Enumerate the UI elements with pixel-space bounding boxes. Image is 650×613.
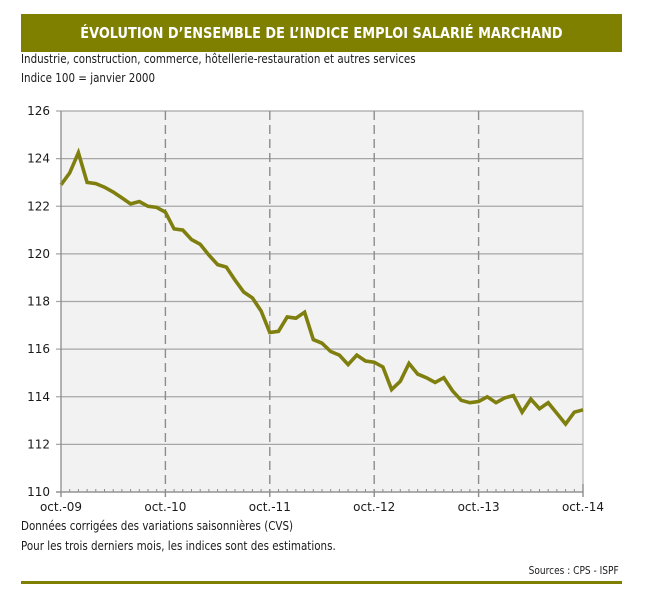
subtitle-base-index-text: Indice 100 = janvier 2000 [21,71,156,85]
y-tick-label: 116 [27,342,50,356]
y-axis-labels: 110 112 114 116 118 120 122 124 126 [27,104,50,499]
chart-title: ÉVOLUTION D’ENSEMBLE DE L’INDICE EMPLOI … [80,24,563,42]
x-tick-label: oct.-12 [353,500,395,514]
y-tick-label: 124 [27,152,50,166]
y-tick-label: 112 [27,437,50,451]
y-tick-label: 120 [27,247,50,261]
note-estimates-text: Pour les trois derniers mois, les indice… [21,539,336,553]
note-estimates: Pour les trois derniers mois, les indice… [21,539,387,553]
sources: Sources : CPS - ISPF [514,565,619,577]
y-tick-label: 126 [27,104,50,118]
x-tick-label: oct.-14 [562,500,604,514]
x-tick-label: oct.-13 [458,500,500,514]
y-tick-label: 118 [27,295,50,309]
note-cvs: Données corrigées des variations saisonn… [21,519,337,533]
y-tick-label: 114 [27,390,50,404]
x-axis-labels: oct.-09 oct.-10 oct.-11 oct.-12 oct.-13 oct.-… [40,500,604,514]
vertical-gridlines [60,111,584,497]
data-points [60,152,584,425]
y-tick-label: 122 [27,199,50,213]
note-cvs-text: Données corrigées des variations saisonn… [21,519,294,533]
subtitle-sectors-text: Industrie, construction, commerce, hôtel… [21,52,416,66]
subtitle-base-index: Indice 100 = janvier 2000 [21,71,177,85]
x-tick-label: oct.-11 [249,500,291,514]
x-tick-label: oct.-09 [40,500,82,514]
sources-text: Sources : CPS - ISPF [528,565,619,577]
x-tick-label: oct.-10 [144,500,186,514]
chart-title-banner: ÉVOLUTION D’ENSEMBLE DE L’INDICE EMPLOI … [21,14,622,52]
subtitle-sectors: Industrie, construction, commerce, hôtel… [21,52,480,66]
y-tick-label: 110 [27,485,50,499]
bottom-rule [21,581,622,584]
